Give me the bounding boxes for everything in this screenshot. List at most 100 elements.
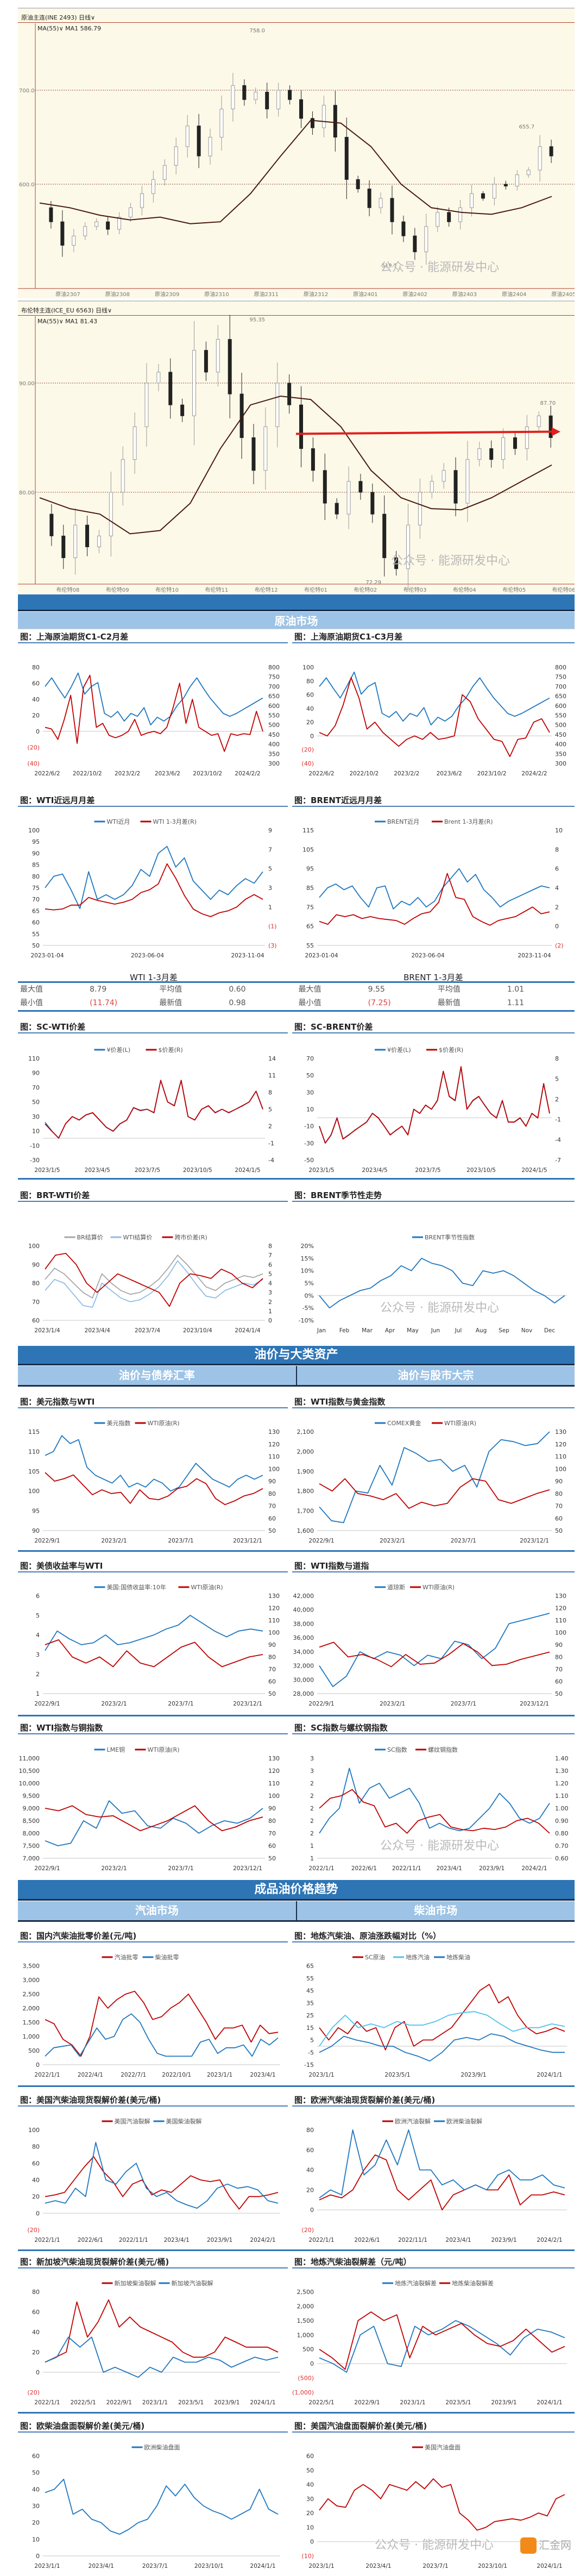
series-line-2 <box>319 2033 565 2062</box>
chart-title: 图：WTI指数与铜指数 <box>18 1722 288 1734</box>
candle-body <box>168 372 173 405</box>
y-axis-left-tick-label: 3 <box>36 1651 40 1658</box>
legend-label: 地炼柴油裂解差 <box>452 2279 494 2287</box>
legend-label: COMEX黄金 <box>387 1419 421 1427</box>
x-axis-tick-label: 2024/1/1 <box>537 2072 562 2078</box>
y-axis-left-tick-label: 80 <box>306 2127 314 2134</box>
brent-candlestick-chart: 布伦特主连(ICE_EU 6563) 日线∨ MA(55)∨ MA1 81.43… <box>18 300 575 594</box>
section-title: 原油市场 <box>274 615 318 628</box>
x-axis-tick-label: 2023/1/1 <box>308 2563 334 2569</box>
y-axis-right-tick-label: (2) <box>555 942 564 949</box>
chart-title: 图：欧柴油盘面裂解价差(美元/桶) <box>18 2421 288 2433</box>
candle-body <box>231 85 235 110</box>
chart-title: 图：美元指数与WTI <box>18 1396 288 1408</box>
chart-eu-cracks: 80 60 40 20 0 (20) 2022/1/1 2022/6/1 2022/11/1 20… <box>292 2109 575 2246</box>
y-axis-left-tick-label: 10 <box>306 1106 314 1113</box>
chart-c1-c2-spread: 80 60 40 20 0 (20) (40) 800 750 700 650 600 550 500 45… <box>18 647 288 780</box>
x-axis-tick-label: 2024/2/1 <box>250 2237 275 2243</box>
cell: 平均值 <box>437 985 461 994</box>
y-axis-left-tick-label: 55 <box>306 942 314 949</box>
red-arrow <box>295 430 553 435</box>
legend-label: WTI结算价 <box>123 1233 153 1241</box>
y-axis-right-tick-label: 80 <box>555 1654 563 1661</box>
y-axis-left-tick-label: 500 <box>28 2047 40 2054</box>
series-line-1 <box>45 863 263 917</box>
legend-label: BR结算价 <box>77 1233 103 1241</box>
chart-teapot-vs-crude: 65 55 45 35 25 15 5 -5 -15 2023/1/1 2023/5/1 2023/9… <box>292 1945 575 2081</box>
x-axis-tick-label: 2022/6/2 <box>34 770 60 777</box>
candle-body <box>390 198 394 222</box>
y-axis-right-tick-label: 100 <box>268 1465 280 1472</box>
y-axis-left-tick-label: 15 <box>306 2025 314 2032</box>
y-axis-left-tick-label: 5% <box>305 1280 314 1287</box>
x-tick-label: 原油2402 <box>402 291 427 298</box>
y-axis-left-tick-label: 115 <box>28 1428 40 1436</box>
series-line-1 <box>45 674 263 752</box>
divider <box>18 1178 575 1180</box>
y-axis-right-tick-label: 6 <box>555 866 559 873</box>
x-axis-tick-label: Feb <box>339 1327 350 1334</box>
candle-body <box>121 459 125 493</box>
chart-svg: 2,500 2,000 1,500 1,000 500 0 (500) (1,000) 2022… <box>292 2279 567 2406</box>
candle-body <box>481 193 485 199</box>
y-axis-left-tick-label: 32,000 <box>293 1663 314 1670</box>
series-line-0 <box>45 1435 263 1492</box>
y-axis-left-tick-label: 2,500 <box>297 2289 314 2296</box>
legend-label: Brent 1-3月差(R) <box>444 818 493 825</box>
y-axis-left-tick-label: 100 <box>28 1488 40 1495</box>
y-axis-left-tick-label: 110 <box>28 1055 40 1062</box>
divider <box>18 1715 575 1716</box>
candle-body <box>413 235 417 253</box>
y-axis-right-tick-label: 450 <box>268 731 280 738</box>
y-axis-right-tick-label: 1.10 <box>555 1792 569 1800</box>
x-axis-tick-label: 2023/7/1 <box>142 2563 168 2569</box>
y-axis-left-tick-label: 30,000 <box>293 1676 314 1683</box>
legend-label: 美国柴油裂解 <box>166 2117 202 2125</box>
x-axis-tick-label: 2023/1/5 <box>34 1167 60 1174</box>
legend-label: 柴油批零 <box>155 1953 179 1961</box>
y-axis-right-tick-label: 120 <box>268 1441 280 1448</box>
y-axis-left-tick-label: 2 <box>310 1817 314 1825</box>
x-axis-tick-label: 2023/10/2 <box>193 770 222 777</box>
candle-body <box>254 91 258 100</box>
candle-body <box>73 524 78 559</box>
candle-body <box>204 350 208 373</box>
chart-svg: 3,500 3,000 2,500 2,000 1,500 1,000 500 0 2022/1… <box>23 1953 280 2078</box>
x-axis-tick-label: May <box>407 1327 419 1334</box>
candle-body <box>185 126 190 147</box>
y-axis-left-tick-label: 60 <box>32 2309 40 2316</box>
x-tick-label: 原油2401 <box>353 291 377 298</box>
y-axis-right-tick-label: 120 <box>555 1441 566 1448</box>
series-line-0 <box>319 1768 550 1834</box>
x-tick-label: 布伦特08 <box>56 586 80 593</box>
candle-body <box>151 179 155 194</box>
y-axis-left-tick-label: 11,000 <box>19 1755 40 1762</box>
y-axis-right-tick-label: 500 <box>268 722 280 729</box>
candle-body <box>49 207 53 222</box>
x-axis-tick-label: 2023/5/1 <box>384 2072 410 2078</box>
x-axis-tick-label: 2023-06-04 <box>131 952 164 959</box>
y-axis-left-tick-label: 36,000 <box>293 1634 314 1641</box>
candle-body <box>299 99 303 119</box>
y-axis-right-tick-label: 3 <box>268 885 272 892</box>
y-axis-right-tick-label: 70 <box>268 1830 276 1837</box>
y-axis-right-tick-label: 11 <box>268 1072 276 1079</box>
candle-body <box>299 404 303 449</box>
y-axis-left-tick-label: 40 <box>32 696 40 703</box>
y-axis-left-tick-label: (20) <box>27 2227 40 2234</box>
section-crude-header: 原油市场 <box>18 612 575 629</box>
y-axis-left-tick-label: (20) <box>27 2389 40 2396</box>
candle-body <box>106 221 110 230</box>
y-axis-left-tick-label: 80 <box>306 678 314 685</box>
x-axis-tick-label: Sep <box>499 1327 509 1334</box>
y-axis-right-tick-label: 5 <box>268 1270 272 1277</box>
y-axis-left-tick-label: 1,500 <box>297 2317 314 2324</box>
ma55-line <box>39 120 552 224</box>
sc-crude-candlestick-chart: 原油主连(INE 2493) 日线∨ MA(55)∨ MA1 586.79 70… <box>18 8 575 298</box>
section-assets-header: 油价与大类资产 <box>18 1346 575 1365</box>
y-axis-left-tick-label: 90 <box>32 1527 40 1534</box>
y-axis-left-tick-label: 40 <box>306 2481 314 2489</box>
subsection-title: 油价与股市大宗 <box>295 1366 575 1385</box>
legend-label: LME铜 <box>107 1746 125 1753</box>
y-axis-left-tick-label: 105 <box>302 846 314 853</box>
